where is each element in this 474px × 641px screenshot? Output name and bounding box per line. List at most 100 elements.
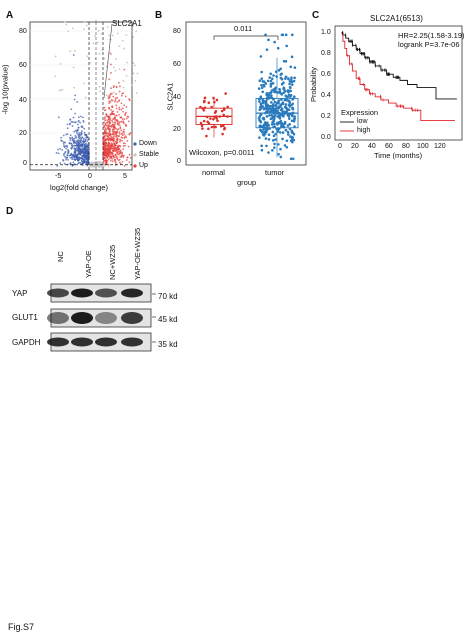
volcano-point-up — [105, 139, 108, 142]
volcano-point-up — [104, 159, 107, 161]
boxplot-point-tumor — [273, 110, 276, 113]
volcano-point-up — [129, 131, 132, 134]
volcano-point-down — [56, 164, 59, 167]
volcano-point-up — [111, 130, 114, 133]
volcano-point-up — [107, 115, 109, 118]
volcano-point-stable — [126, 61, 128, 64]
boxplot-point-tumor — [284, 103, 288, 106]
volcano-point-down — [85, 150, 88, 153]
volcano-point-down — [85, 155, 88, 158]
volcano-point-up — [105, 152, 108, 155]
boxplot-point-tumor — [283, 89, 287, 93]
boxplot-point-tumor — [267, 110, 271, 113]
volcano-point-up — [104, 151, 107, 154]
volcano-point-stable — [91, 165, 94, 168]
volcano-point-down — [84, 133, 87, 136]
boxplot-point-tumor — [261, 101, 265, 105]
volcano-point-up — [108, 128, 110, 130]
volcano-point-up — [115, 120, 118, 122]
boxplot-point-tumor — [263, 107, 267, 111]
volcano-point-up — [112, 125, 115, 128]
boxplot-box-tumor — [255, 97, 299, 129]
volcano-point-down — [76, 129, 79, 132]
volcano-point-down — [86, 158, 89, 161]
volcano-point-up — [121, 155, 123, 158]
volcano-point-down — [84, 148, 87, 151]
volcano-point-down — [76, 132, 79, 135]
boxplot-point-tumor — [273, 88, 277, 91]
boxplot-point-tumor — [280, 33, 284, 37]
volcano-point-down — [73, 147, 76, 150]
boxplot-point-tumor — [275, 75, 278, 78]
volcano-point-stable — [88, 162, 91, 165]
boxplot-point-tumor — [279, 108, 283, 112]
volcano-point-up — [115, 142, 118, 145]
volcano-point-up — [105, 162, 108, 165]
volcano-point-up — [118, 108, 121, 111]
volcano-point-down — [85, 145, 88, 148]
volcano-point-down — [83, 148, 86, 151]
volcano-point-down — [73, 147, 76, 150]
volcano-point-up — [108, 144, 111, 147]
volcano-point-up — [109, 156, 112, 159]
wb-lane-yapoe: YAP-OE — [84, 250, 93, 278]
volcano-point-down — [73, 144, 76, 147]
volcano-point-up — [103, 150, 105, 153]
volcano-point-down — [79, 154, 82, 156]
volcano-point-down — [59, 162, 62, 165]
volcano-point-down — [73, 154, 76, 157]
volcano-point-up — [113, 146, 116, 149]
volcano-point-down — [57, 148, 59, 151]
volcano-point-up — [107, 138, 109, 140]
volcano-point-stable — [93, 161, 96, 164]
volcano-point-up — [104, 124, 107, 126]
boxplot-point-tumor — [290, 137, 294, 141]
volcano-point-down — [63, 162, 66, 165]
volcano-point-up — [105, 154, 108, 157]
volcano-point-up — [106, 148, 109, 150]
volcano-point-up — [108, 122, 111, 125]
boxplot-point-tumor — [285, 111, 288, 115]
boxplot-point-tumor — [289, 93, 293, 97]
boxplot-point-tumor — [267, 107, 270, 111]
volcano-point-down — [80, 157, 83, 159]
volcano-point-down — [74, 150, 76, 153]
boxplot-point-tumor — [278, 111, 281, 115]
boxplot-point-tumor — [281, 33, 285, 37]
volcano-point-down — [85, 136, 88, 139]
volcano-point-stable — [94, 164, 96, 167]
volcano-point-down — [83, 146, 86, 149]
volcano-point-down — [77, 143, 79, 146]
volcano-point-stable — [96, 162, 99, 165]
volcano-point-up — [103, 142, 106, 145]
volcano-point-down — [71, 154, 74, 157]
boxplot-point-tumor — [266, 103, 269, 107]
volcano-point-up — [113, 125, 116, 128]
volcano-point-up — [103, 136, 106, 139]
volcano-point-down — [87, 138, 90, 141]
boxplot-point-tumor — [269, 110, 272, 114]
boxplot-point-tumor — [290, 129, 294, 133]
volcano-point-up — [105, 161, 108, 163]
volcano-point-up — [107, 97, 110, 100]
volcano-point-down — [87, 161, 90, 164]
boxplot-point-tumor — [278, 90, 282, 93]
volcano-point-up — [115, 127, 118, 130]
volcano-point-down — [57, 152, 60, 155]
boxplot-point-tumor — [286, 124, 290, 127]
volcano-point-up — [107, 135, 110, 138]
volcano-point-up — [124, 124, 127, 126]
volcano-point-stable — [100, 32, 103, 35]
volcano-point-stable — [112, 66, 115, 69]
boxplot-point-tumor — [265, 115, 269, 118]
volcano-point-up — [116, 146, 119, 148]
volcano-point-up — [107, 155, 110, 158]
volcano-point-up — [110, 72, 112, 74]
boxplot-point-normal — [216, 119, 219, 123]
volcano-point-stable — [89, 162, 91, 165]
volcano-point-down — [69, 139, 72, 142]
volcano-point-up — [104, 130, 107, 133]
volcano-point-stable — [92, 162, 95, 165]
volcano-point-up — [109, 52, 112, 55]
boxplot-point-tumor — [271, 104, 274, 108]
